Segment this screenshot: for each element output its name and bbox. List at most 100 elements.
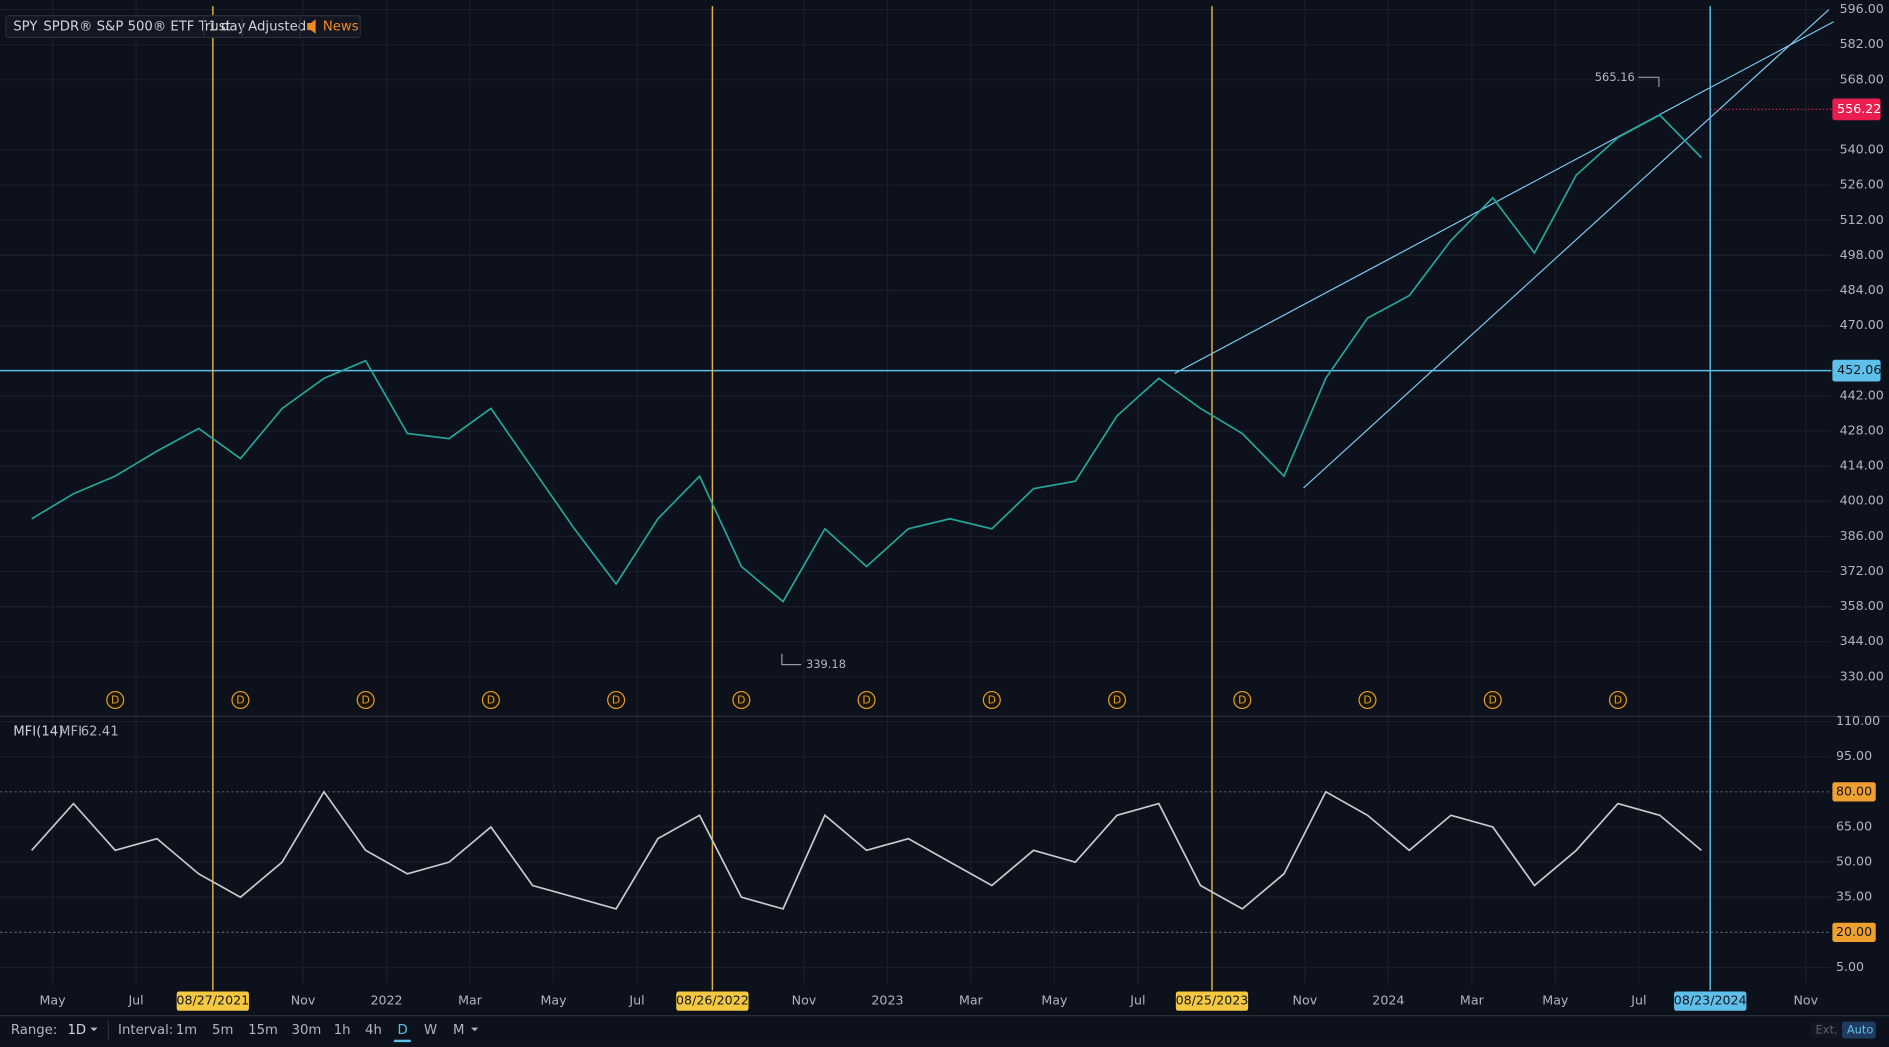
dividend-marker[interactable] [106,690,125,710]
dividend-label: D [988,694,996,707]
x-tick-label: May [540,993,567,1008]
interval-button[interactable]: 1h [334,1023,351,1038]
y-tick-label: 596.00 [1840,1,1884,16]
date-marker-label-bg [176,991,249,1011]
adjustment[interactable]: Adjusted [248,20,306,35]
date-marker-label-bg [1175,991,1249,1011]
interval-button[interactable]: D [398,1023,408,1038]
interval-button[interactable]: 4h [365,1023,382,1038]
news-icon [307,19,316,34]
indicator-value-name: MFI [59,724,82,739]
x-tick-label: Jul [1630,993,1646,1008]
low-marker [781,653,802,666]
x-tick-label: Jul [1129,993,1145,1008]
y-tick-label: 442.00 [1840,387,1884,402]
interval-button[interactable]: 1m [176,1023,197,1038]
y-tick-label: 344.00 [1840,633,1884,648]
crosshair-label-bg [1674,991,1747,1011]
dividend-marker[interactable] [231,690,250,710]
x-tick-label: Nov [1293,993,1318,1008]
dividend-marker[interactable] [857,690,876,710]
x-tick-label: Mar [959,993,984,1008]
high-label: 565.16 [1595,70,1635,84]
high-marker [1638,76,1660,87]
date-marker-label: 08/27/2021 [176,993,249,1008]
dividend-label: D [612,694,620,707]
trend-line[interactable] [1303,9,1830,489]
x-tick-label: May [1041,993,1068,1008]
low-label: 339.18 [806,657,846,671]
news[interactable]: News [323,20,359,35]
x-tick-label: Mar [1460,993,1485,1008]
y-tick-label: 582.00 [1840,36,1884,51]
indicator-title[interactable]: MFI(14) [13,724,63,739]
dividend-marker[interactable] [1108,690,1127,710]
active-underline [393,1039,411,1043]
auto-button-bg [1842,1021,1876,1039]
y-tick-label: 400.00 [1840,493,1884,508]
dividend-label: D [487,694,495,707]
dividend-label: D [236,694,244,707]
symbol[interactable]: SPY [13,20,38,35]
interval[interactable]: 1 day [208,20,245,35]
x-tick-label: Nov [792,993,817,1008]
dividend-marker[interactable] [356,690,375,710]
dividend-label: D [1614,694,1622,707]
y-tick-label: 498.00 [1840,247,1884,262]
ext-button[interactable]: Ext. [1816,1023,1838,1037]
interval-button[interactable]: M [453,1023,464,1038]
dividend-label: D [862,694,870,707]
price-line [31,113,1703,603]
dividend-label: D [1363,694,1371,707]
date-marker-label: 08/26/2022 [676,993,749,1008]
dividend-marker[interactable] [1233,690,1252,710]
x-tick-label: 2024 [1372,993,1404,1008]
dividend-marker[interactable] [982,690,1001,710]
y-tick-label: 386.00 [1840,528,1884,543]
x-tick-label: Mar [458,993,483,1008]
mfi-line [31,790,1702,910]
y-tick-label: 65.00 [1836,818,1872,833]
y-tick-label: 35.00 [1836,889,1872,904]
interval-button[interactable]: 30m [292,1023,322,1038]
auto-button[interactable]: Auto [1847,1023,1874,1037]
interval-button[interactable]: 15m [248,1023,278,1038]
dividend-marker[interactable] [481,690,500,710]
x-tick-label: Nov [1793,993,1818,1008]
interval-button[interactable]: 5m [212,1023,233,1038]
x-tick-label: 2022 [370,993,402,1008]
trend-line[interactable] [1174,21,1834,375]
x-tick-label: May [1542,993,1569,1008]
level-price-bg [1832,359,1881,382]
y-tick-label: 526.00 [1840,177,1884,192]
indicator-value: 62.41 [81,724,119,739]
dividend-marker[interactable] [1608,690,1628,710]
y-tick-label: 414.00 [1840,458,1884,473]
y-tick-label: 540.00 [1840,142,1884,157]
level-label-bg [1832,782,1876,802]
range-select[interactable]: 1D [67,1023,86,1038]
dividend-label: D [1489,694,1497,707]
y-tick-label: 330.00 [1840,668,1884,683]
dividend-marker[interactable] [607,690,626,710]
dividend-label: D [1113,694,1121,707]
date-marker-label: 08/25/2023 [1176,993,1249,1008]
y-tick-label: 428.00 [1840,422,1884,437]
dividend-marker[interactable] [1483,690,1502,710]
interval-button[interactable]: W [424,1023,437,1038]
y-tick-label: 484.00 [1840,282,1884,297]
ext-button-bg [1810,1021,1840,1039]
y-tick-label: 568.00 [1840,71,1884,86]
crosshair-label: 08/23/2024 [1674,993,1747,1008]
dividend-label: D [1238,694,1246,707]
plot: 330.00 344.00 358.00 372.00 386.00 400.00 414.… [0,1,1884,1011]
x-tick-label: Jul [628,993,644,1008]
price-axis [1831,0,1889,1016]
dividend-label: D [361,694,369,707]
dividend-marker[interactable] [732,690,751,710]
y-tick-label: 358.00 [1840,598,1884,613]
dividend-marker[interactable] [1358,690,1377,710]
symbol-name: SPDR® S&P 500® ETF Trust [43,20,230,35]
legend-box [5,15,361,38]
last-price-label: 556.22 [1837,101,1881,116]
